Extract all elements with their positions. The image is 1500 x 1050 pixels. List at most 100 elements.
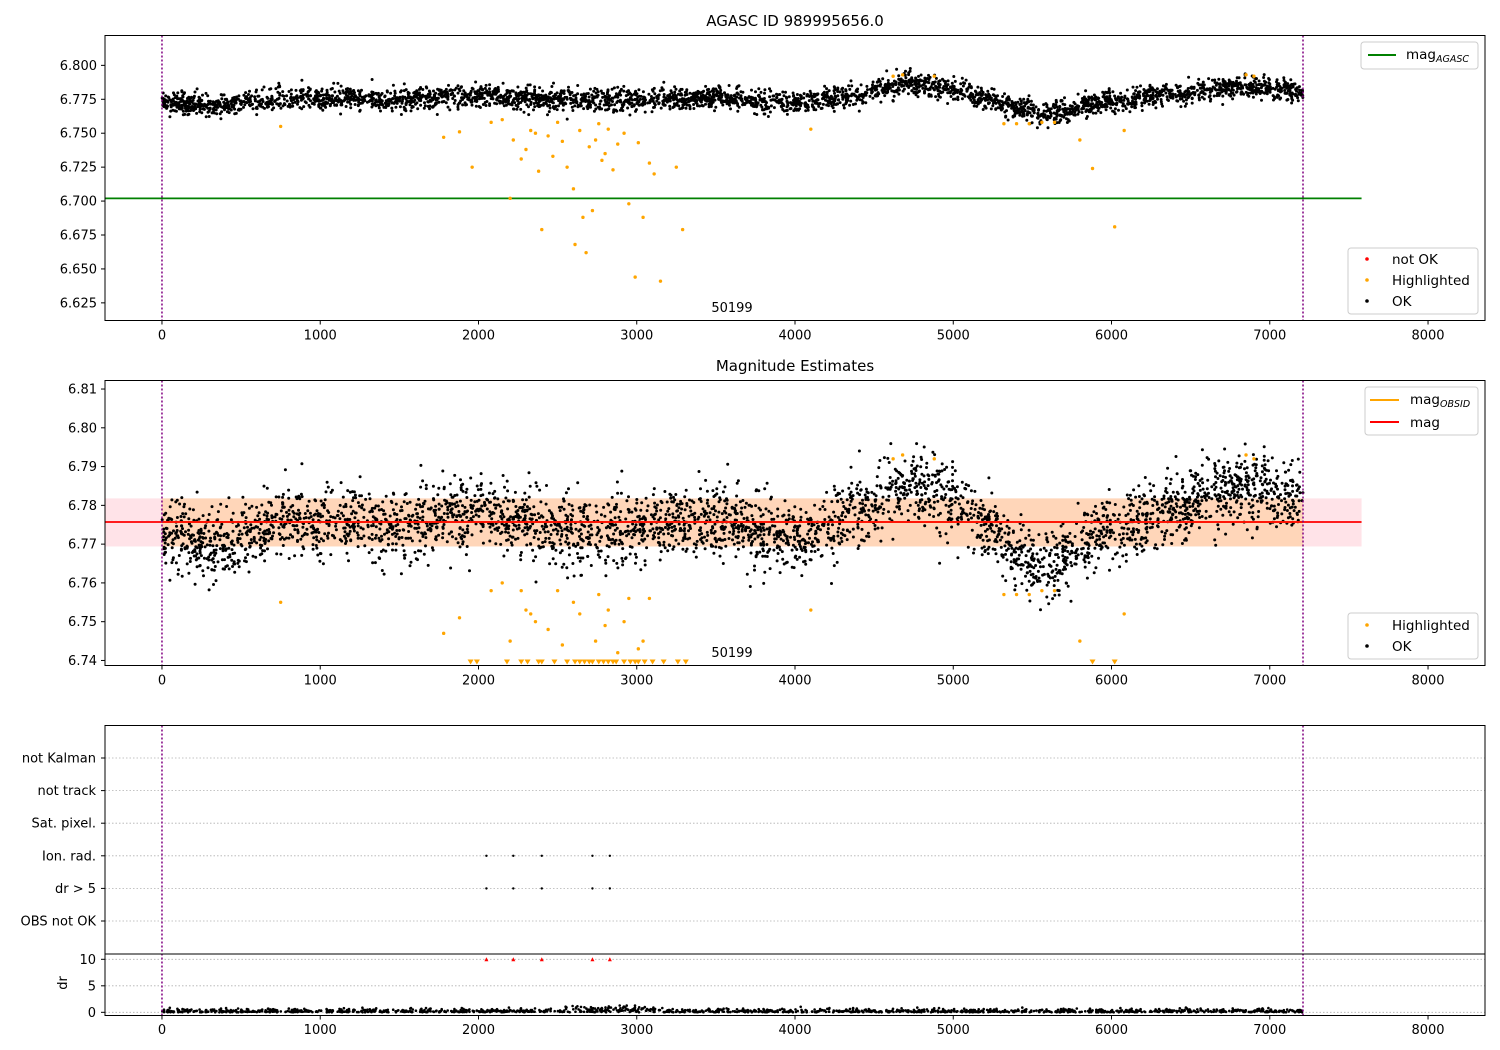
ok-point [179, 515, 183, 518]
ok-point [358, 94, 362, 98]
ok-point [188, 99, 192, 103]
ok-point [170, 561, 174, 565]
ok-point [592, 95, 596, 99]
ok-point [1183, 512, 1187, 516]
ok-point [545, 95, 549, 99]
agasc-x-tick-label: 5000 [937, 329, 970, 344]
ok-point [1054, 112, 1057, 116]
ok-point [390, 109, 394, 113]
ok-point [924, 85, 928, 88]
ok-point [504, 496, 508, 500]
ok-point [1111, 557, 1115, 561]
agasc-plot-area [105, 35, 1362, 321]
ok-point [258, 102, 262, 106]
ok-point [392, 101, 396, 105]
ok-point [395, 96, 399, 100]
agasc-x-tick-label: 1000 [304, 329, 337, 344]
ok-point [163, 541, 167, 545]
ok-point [778, 93, 782, 96]
ok-point [401, 97, 405, 101]
ok-point [634, 93, 638, 97]
ok-point [187, 528, 191, 532]
ok-point [1102, 527, 1106, 531]
ok-point [928, 87, 932, 91]
ok-point [1113, 503, 1117, 506]
ok-point [645, 509, 649, 513]
ok-point [1121, 109, 1125, 113]
ok-point [994, 107, 998, 111]
ok-point [403, 95, 407, 99]
ok-point [720, 512, 724, 516]
ok-point [509, 94, 512, 98]
ok-point [1047, 602, 1051, 606]
ok-point [275, 552, 279, 556]
ok-point [195, 111, 199, 115]
ok-point [615, 502, 618, 506]
ok-point [1045, 595, 1049, 599]
ok-point [681, 106, 685, 109]
ok-point [1277, 82, 1281, 86]
ok-point [1175, 504, 1179, 508]
ok-point [986, 89, 990, 93]
ok-point [315, 95, 319, 99]
ok-point [364, 497, 368, 501]
ok-point [1047, 115, 1051, 119]
ok-point [1070, 104, 1074, 108]
ok-point [650, 110, 654, 114]
ok-point [1055, 114, 1059, 118]
ok-point [1224, 88, 1228, 92]
ok-point [576, 103, 580, 107]
ok-point [665, 500, 669, 504]
ok-point [837, 98, 841, 102]
highlighted-point [500, 117, 504, 122]
ok-point [358, 90, 362, 94]
ok-point [886, 90, 890, 94]
ok-point [807, 99, 811, 103]
ok-point [618, 89, 622, 93]
ok-point [953, 91, 957, 95]
ok-point [414, 102, 417, 106]
ok-point [735, 85, 739, 89]
ok-point [1197, 98, 1201, 102]
ok-point [516, 105, 520, 109]
ok-point [1240, 462, 1243, 466]
ok-point [847, 84, 851, 88]
ok-point [749, 551, 753, 555]
ok-point [1082, 526, 1086, 529]
highlighted-point [652, 172, 656, 176]
ok-point [595, 510, 599, 514]
ok-point [1118, 99, 1122, 103]
ok-point [680, 100, 684, 104]
highlighted-point [809, 127, 813, 131]
ok-point [1134, 97, 1138, 101]
ok-point [822, 91, 825, 95]
ok-point [973, 89, 977, 93]
highlighted-point [489, 120, 493, 125]
ok-point [707, 102, 711, 106]
ok-point [899, 491, 903, 495]
ok-point [463, 91, 467, 95]
ok-point [1011, 529, 1015, 533]
ok-point [395, 101, 399, 105]
ok-point [727, 102, 731, 106]
ok-point [1275, 85, 1278, 89]
ok-point [571, 98, 575, 102]
ok-point [956, 522, 960, 526]
ok-point [163, 98, 167, 102]
ok-point [981, 518, 984, 522]
ok-point [705, 530, 709, 534]
ok-point [1122, 98, 1126, 102]
ok-point [849, 99, 853, 103]
ok-point [357, 97, 360, 101]
ok-point [529, 100, 533, 104]
ok-point [517, 97, 521, 101]
ok-point [897, 74, 901, 78]
ok-point [1169, 504, 1173, 508]
ok-point [626, 93, 630, 96]
ok-point [1258, 492, 1262, 496]
ok-point [1126, 99, 1130, 103]
ok-point [526, 83, 530, 87]
ok-point [738, 96, 741, 100]
ok-point [1285, 98, 1289, 102]
agasc-x-tick-label: 0 [158, 329, 166, 344]
